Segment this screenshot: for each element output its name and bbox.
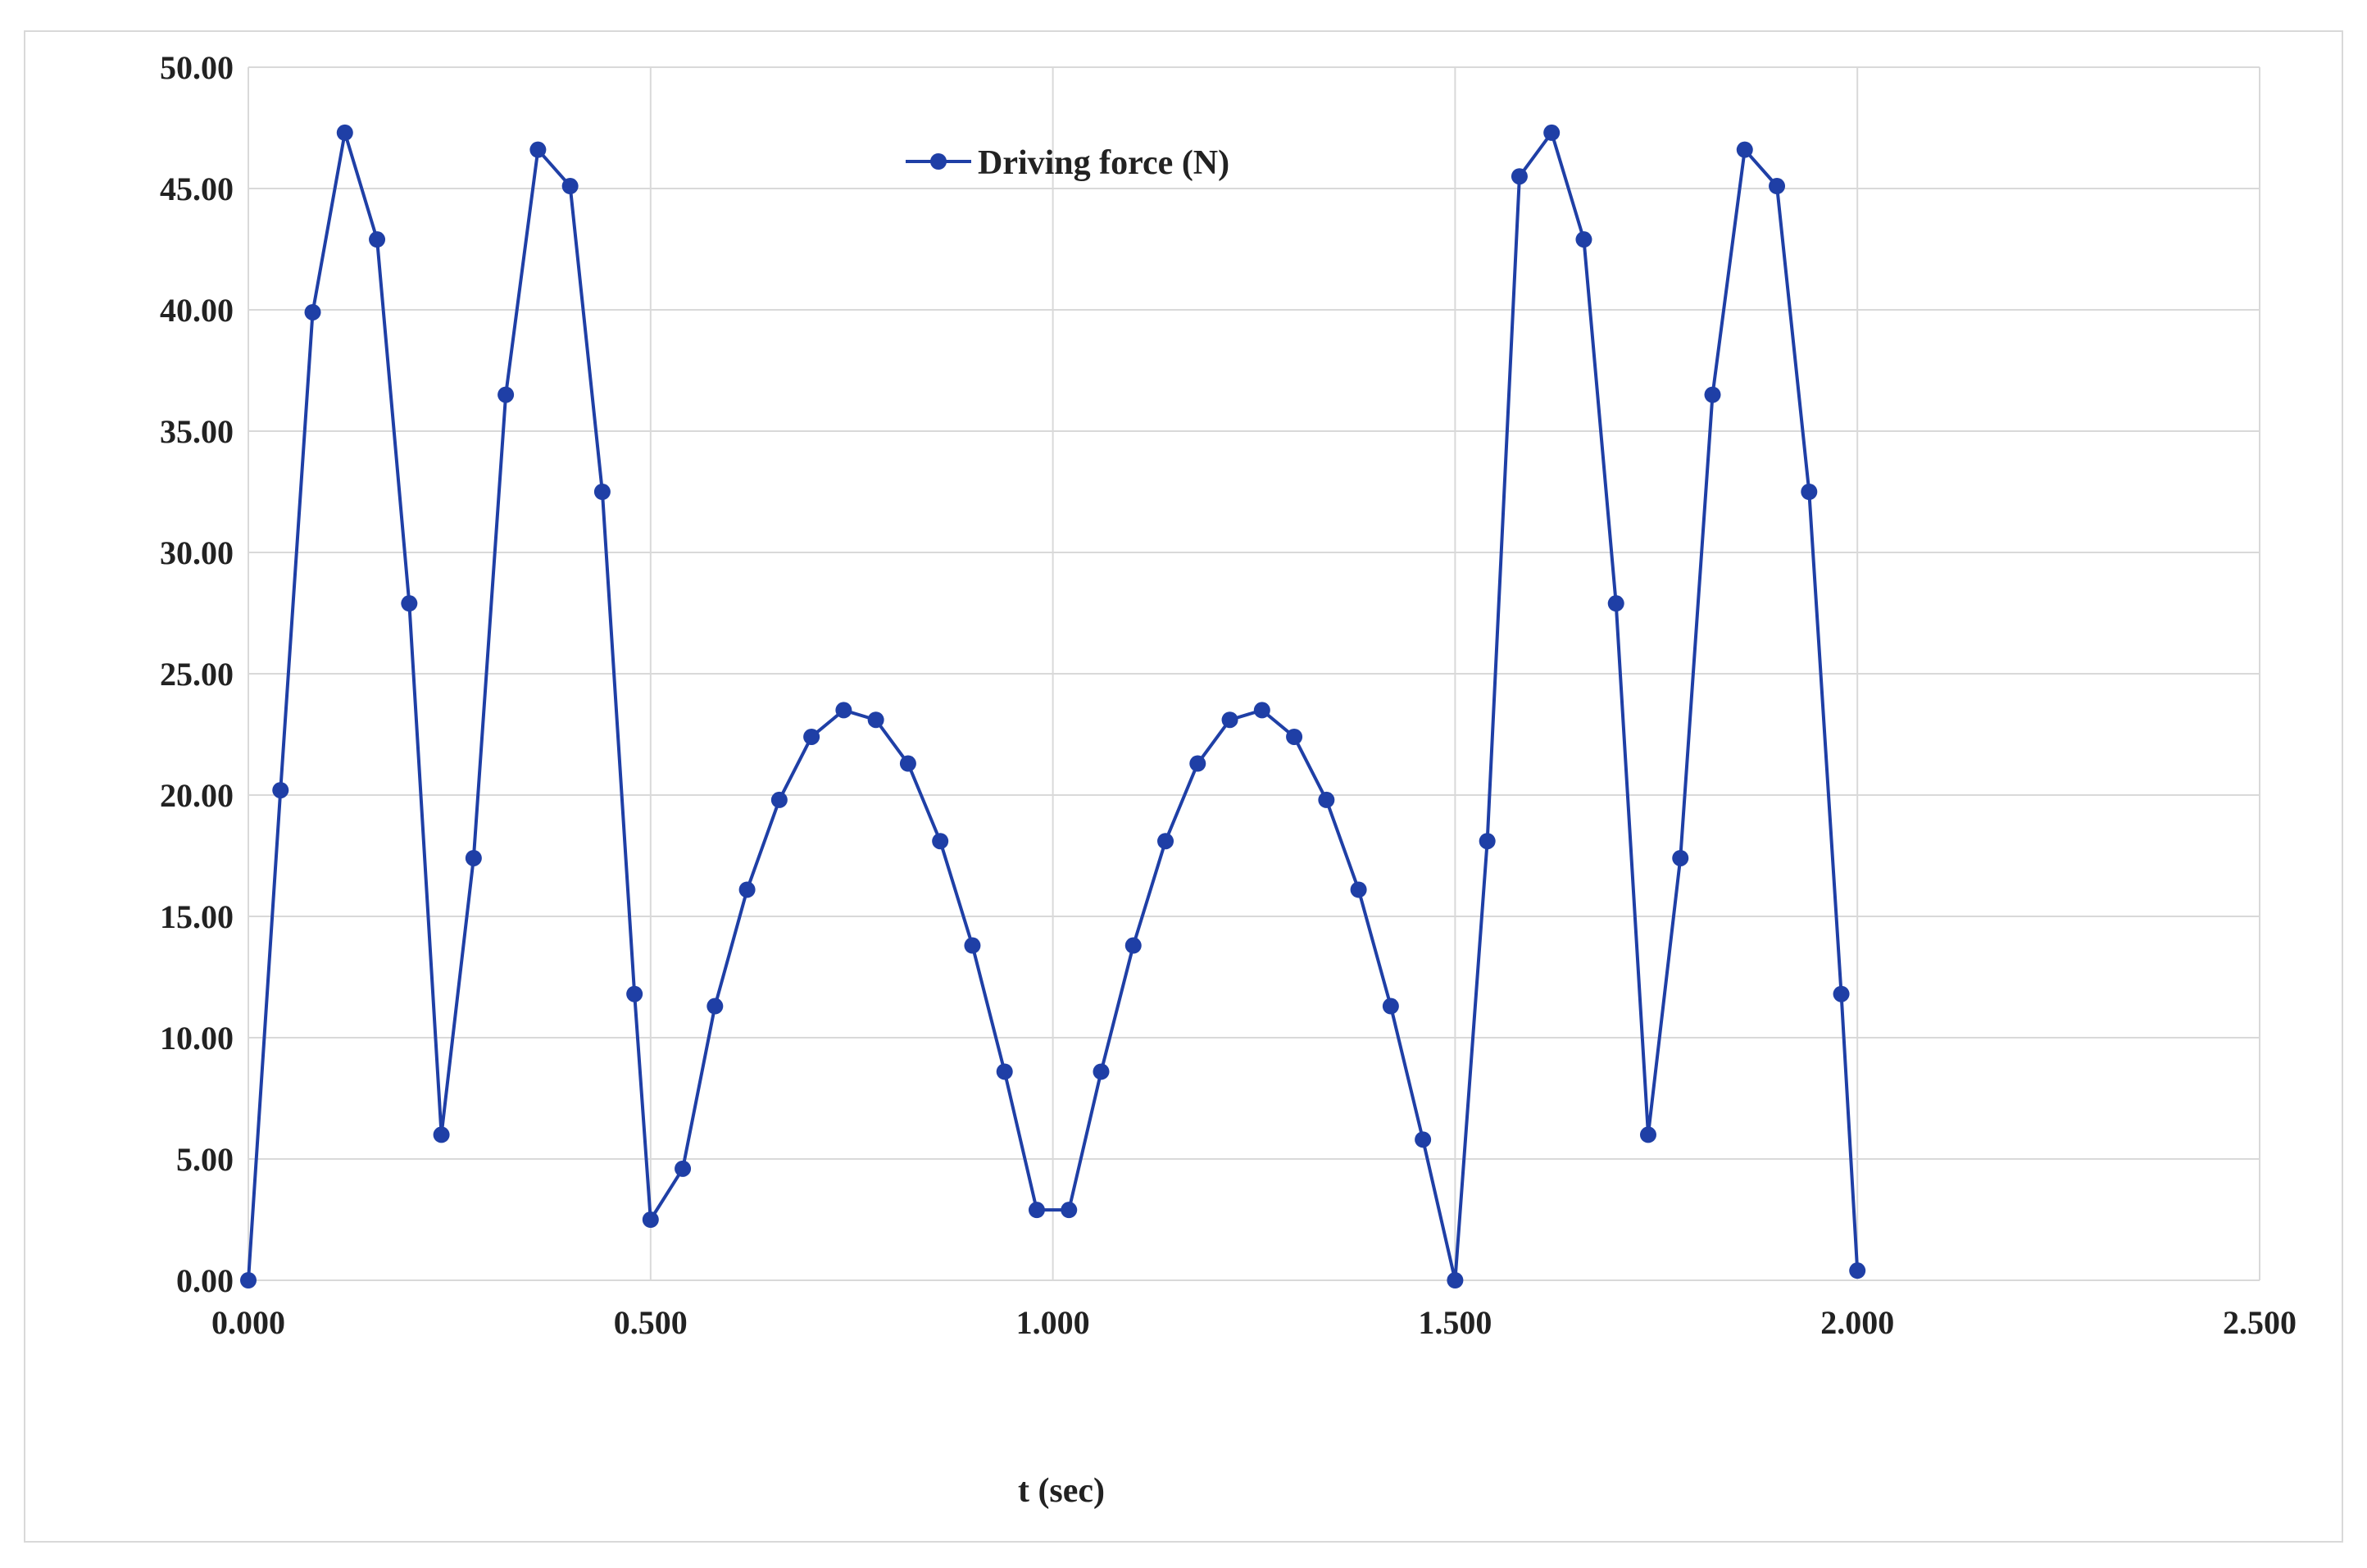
data-point	[1350, 881, 1367, 898]
chart-frame	[24, 30, 2343, 1543]
data-point	[304, 303, 321, 320]
data-point	[1543, 124, 1561, 141]
data-point	[369, 231, 386, 248]
x-axis-title: t (sec)	[1018, 1472, 1105, 1510]
y-tick-label: 35.00	[160, 413, 234, 450]
data-point	[1124, 937, 1142, 954]
data-point	[1479, 833, 1496, 850]
y-tick-label: 0.00	[176, 1262, 234, 1299]
data-point	[996, 1063, 1013, 1080]
data-point	[706, 998, 724, 1015]
y-tick-label: 25.00	[160, 656, 234, 693]
data-point	[1511, 168, 1528, 185]
data-point	[593, 484, 611, 500]
y-tick-label: 40.00	[160, 292, 234, 329]
y-tick-label: 45.00	[160, 170, 234, 207]
x-tick-labels: 0.000 0.500 1.000 1.500 2.000 2.500	[211, 1304, 2297, 1341]
data-point	[770, 791, 788, 808]
series-layer	[240, 124, 1866, 1288]
data-point	[932, 833, 949, 850]
data-point	[1607, 595, 1624, 612]
data-point	[1704, 386, 1721, 403]
data-point	[1849, 1262, 1866, 1279]
data-point	[1639, 1126, 1656, 1143]
data-point	[964, 937, 981, 954]
legend-marker-swatch	[930, 153, 947, 170]
data-point	[1382, 998, 1399, 1015]
data-point	[1833, 985, 1850, 1002]
legend-label: Driving force (N)	[978, 144, 1229, 182]
y-tick-label: 50.00	[160, 49, 234, 86]
data-point	[675, 1160, 692, 1177]
data-point	[240, 1272, 257, 1288]
data-point	[561, 178, 579, 195]
data-point	[1028, 1202, 1045, 1219]
data-point	[1157, 833, 1174, 850]
data-point	[1769, 178, 1786, 195]
data-point	[1801, 484, 1818, 500]
data-point	[1189, 755, 1206, 772]
data-point	[738, 881, 756, 898]
data-point	[1575, 231, 1592, 248]
x-tick-label: 0.500	[614, 1304, 688, 1341]
y-tick-label: 10.00	[160, 1020, 234, 1057]
data-point	[1736, 141, 1753, 158]
y-tick-label: 5.00	[176, 1141, 234, 1178]
data-point	[1672, 849, 1689, 866]
data-point	[626, 985, 643, 1002]
data-point	[835, 702, 852, 719]
data-point	[1093, 1063, 1110, 1080]
y-tick-label: 20.00	[160, 777, 234, 814]
data-point	[465, 849, 482, 866]
y-tick-labels: 0.00 5.00 10.00 15.00 20.00 25.00 30.00 35.00 40…	[160, 49, 234, 1299]
data-point	[1061, 1202, 1078, 1219]
data-point	[899, 755, 916, 772]
data-point	[401, 595, 418, 612]
data-point	[1286, 728, 1303, 745]
x-tick-label: 1.000	[1016, 1304, 1090, 1341]
y-tick-label: 30.00	[160, 534, 234, 571]
data-point	[336, 124, 353, 141]
x-tick-label: 2.500	[2223, 1304, 2297, 1341]
data-point	[867, 711, 884, 729]
data-point	[497, 386, 515, 403]
grid	[248, 66, 2260, 1281]
legend: Driving force (N)	[906, 144, 1229, 182]
data-point	[1318, 791, 1335, 808]
x-tick-label: 1.500	[1418, 1304, 1492, 1341]
data-point	[1253, 702, 1270, 719]
series-line-driving-force	[247, 130, 1860, 1282]
x-tick-label: 2.000	[1820, 1304, 1894, 1341]
x-tick-label: 0.000	[211, 1304, 285, 1341]
data-point	[803, 728, 820, 745]
data-point	[433, 1126, 450, 1143]
data-point	[1221, 711, 1238, 729]
y-tick-label: 15.00	[160, 898, 234, 935]
data-point	[642, 1211, 659, 1228]
data-point	[1447, 1272, 1464, 1288]
data-point	[1415, 1131, 1432, 1148]
data-point	[529, 141, 547, 158]
data-point	[272, 782, 289, 799]
